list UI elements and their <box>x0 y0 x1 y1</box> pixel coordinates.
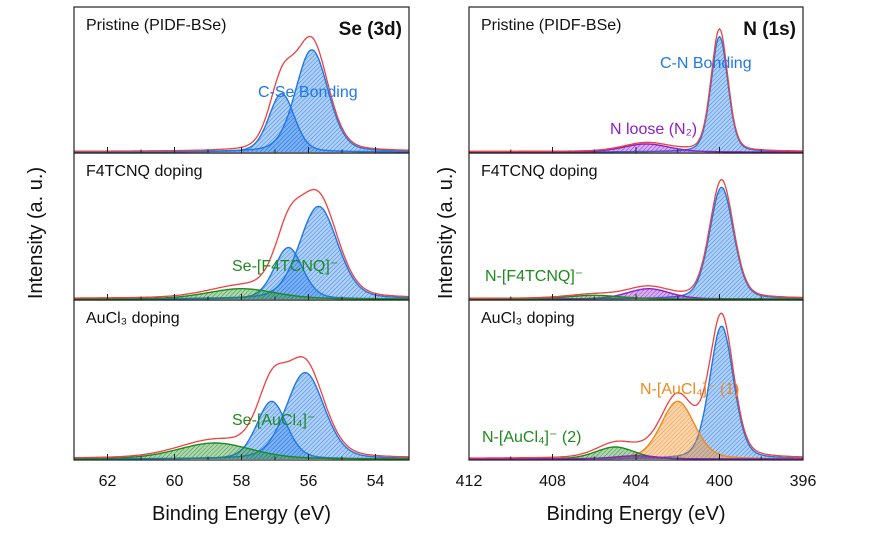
peak-annotation: N-[AuCl₄]⁻ (2) <box>482 429 581 446</box>
x-tick-label: 54 <box>367 473 385 490</box>
x-tick-label: 404 <box>623 473 650 490</box>
peak-annotation: C-N Bonding <box>660 55 752 72</box>
envelope-line <box>74 188 410 299</box>
x-tick-label: 408 <box>539 473 566 490</box>
peak-line-0 <box>74 205 409 300</box>
x-tick-label: 56 <box>300 473 318 490</box>
x-axis-label: Binding Energy (eV) <box>547 503 726 525</box>
y-axis-label: Intensity (a. u.) <box>435 167 457 299</box>
chart-title: N (1s) <box>743 19 796 40</box>
peak-line-1 <box>469 143 803 153</box>
chart-0: Pristine (PIDF-BSe) C-Se Bonding F4TCNQ do… <box>25 6 410 525</box>
chart-title: Se (3d) <box>339 19 402 40</box>
envelope-line <box>469 312 803 459</box>
envelope-line <box>469 27 803 152</box>
panel-label: F4TCNQ doping <box>481 163 598 180</box>
peak-fill-1 <box>74 93 409 152</box>
panel-1: F4TCNQ doping N-[F4TCNQ]⁻ <box>468 152 804 301</box>
peak-fill-0 <box>74 206 409 299</box>
y-axis-label: Intensity (a. u.) <box>25 167 47 299</box>
peak-annotation: Se-[AuCl₄]⁻ <box>232 412 315 429</box>
peak-fill-0 <box>469 36 803 153</box>
peak-fill-2 <box>74 443 409 459</box>
peak-fill-2 <box>74 288 409 299</box>
panel-0: Pristine (PIDF-BSe) C-N Bonding N loose (N… <box>468 6 804 154</box>
x-tick-label: 62 <box>99 473 117 490</box>
x-axis-label: Binding Energy (eV) <box>152 503 331 525</box>
peak-fill-0 <box>74 372 409 459</box>
envelope-line <box>74 35 410 152</box>
peak-annotation: N loose (N₂) <box>610 121 697 138</box>
peak-line-0 <box>74 49 409 153</box>
peak-fill-0 <box>469 187 803 299</box>
peak-fill-0 <box>469 326 803 459</box>
peak-annotation: N-[F4TCNQ]⁻ <box>485 268 583 285</box>
chart-1: Pristine (PIDF-BSe) C-N Bonding N loose (N… <box>435 6 817 525</box>
x-tick-label: 412 <box>456 473 483 490</box>
envelope-line <box>74 356 410 459</box>
x-tick-label: 58 <box>233 473 251 490</box>
panel-label: Pristine (PIDF-BSe) <box>86 17 226 34</box>
peak-fill-0 <box>74 49 409 152</box>
peak-annotation: C-Se Bonding <box>258 84 358 101</box>
x-tick-label: 60 <box>166 473 184 490</box>
peak-annotation: N-[AuCl₄]⁻ (1) <box>640 381 739 398</box>
panel-2: AuCl₃ doping Se-[AuCl₄]⁻ <box>73 299 410 461</box>
peak-line-2 <box>74 442 409 460</box>
panel-label: AuCl₃ doping <box>86 310 180 327</box>
panel-label: AuCl₃ doping <box>481 310 575 327</box>
peak-annotation: Se-[F4TCNQ]⁻ <box>232 258 338 275</box>
x-tick-label: 400 <box>706 473 733 490</box>
panel-label: F4TCNQ doping <box>86 163 203 180</box>
x-tick-label: 396 <box>790 473 817 490</box>
panel-1: F4TCNQ doping Se-[F4TCNQ]⁻ <box>73 152 410 301</box>
panel-label: Pristine (PIDF-BSe) <box>481 17 621 34</box>
peak-fill-1 <box>469 288 803 299</box>
peak-line-1 <box>74 92 409 153</box>
panel-2: AuCl₃ doping N-[AuCl₄]⁻ (1) N-[AuCl₄]⁻ (2) <box>468 299 804 461</box>
peak-line-2 <box>74 288 409 300</box>
envelope-line <box>469 179 804 299</box>
